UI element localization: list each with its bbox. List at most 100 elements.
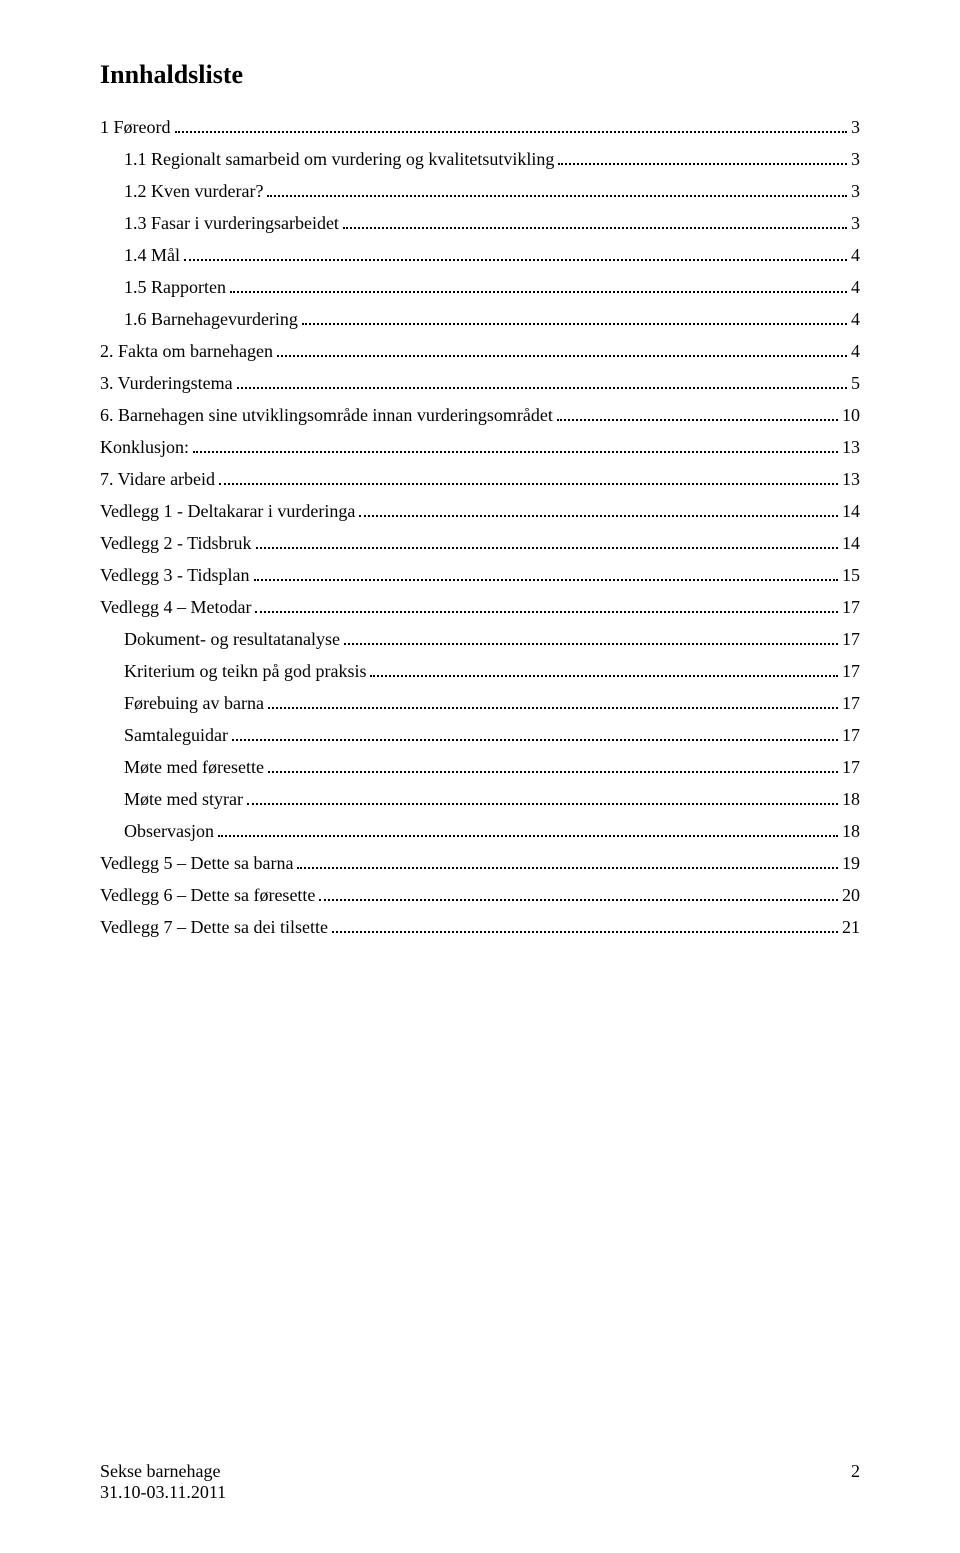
toc-page-number: 13 bbox=[842, 470, 860, 488]
toc-label: Møte med styrar bbox=[124, 790, 243, 808]
toc-leader-dots bbox=[268, 771, 838, 773]
toc-leader-dots bbox=[268, 707, 838, 709]
toc-row: Vedlegg 2 - Tidsbruk14 bbox=[100, 534, 860, 552]
toc-row: 1.6 Barnehagevurdering 4 bbox=[100, 310, 860, 328]
toc-page-number: 4 bbox=[851, 342, 860, 360]
toc-leader-dots bbox=[230, 291, 847, 293]
toc-leader-dots bbox=[218, 835, 838, 837]
toc-row: Vedlegg 6 – Dette sa føresette20 bbox=[100, 886, 860, 904]
toc-page-number: 17 bbox=[842, 758, 860, 776]
toc-label: Vedlegg 3 - Tidsplan bbox=[100, 566, 250, 584]
toc-row: 1.5 Rapporten 4 bbox=[100, 278, 860, 296]
toc-row: 1 Føreord 3 bbox=[100, 118, 860, 136]
toc-leader-dots bbox=[370, 675, 838, 677]
toc-leader-dots bbox=[237, 387, 847, 389]
toc-page-number: 3 bbox=[851, 150, 860, 168]
toc-row: Vedlegg 1 - Deltakarar i vurderinga 14 bbox=[100, 502, 860, 520]
toc-page-number: 4 bbox=[851, 278, 860, 296]
toc-label: 1.5 Rapporten bbox=[124, 278, 226, 296]
footer-page-number: 2 bbox=[851, 1461, 860, 1503]
toc-label: 1.4 Mål bbox=[124, 246, 180, 264]
toc-leader-dots bbox=[232, 739, 838, 741]
toc-row: 7. Vidare arbeid 13 bbox=[100, 470, 860, 488]
toc-row: 1.3 Fasar i vurderingsarbeidet3 bbox=[100, 214, 860, 232]
toc-label: Samtaleguidar bbox=[124, 726, 228, 744]
toc-label: Vedlegg 5 – Dette sa barna bbox=[100, 854, 293, 872]
footer-date: 31.10-03.11.2011 bbox=[100, 1482, 226, 1503]
toc-row: Vedlegg 7 – Dette sa dei tilsette 21 bbox=[100, 918, 860, 936]
toc-leader-dots bbox=[344, 643, 838, 645]
toc-leader-dots bbox=[255, 611, 838, 613]
toc-label: Møte med føresette bbox=[124, 758, 264, 776]
toc-row: Observasjon 18 bbox=[100, 822, 860, 840]
toc-label: 3. Vurderingstema bbox=[100, 374, 233, 392]
toc-row: Kriterium og teikn på god praksis 17 bbox=[100, 662, 860, 680]
table-of-contents: 1 Føreord31.1 Regionalt samarbeid om vur… bbox=[100, 118, 860, 936]
toc-page-number: 20 bbox=[842, 886, 860, 904]
toc-page-number: 17 bbox=[842, 694, 860, 712]
toc-page-number: 3 bbox=[851, 118, 860, 136]
toc-page-number: 21 bbox=[842, 918, 860, 936]
toc-label: Observasjon bbox=[124, 822, 214, 840]
footer-left: Sekse barnehage 31.10-03.11.2011 bbox=[100, 1461, 226, 1503]
toc-page-number: 18 bbox=[842, 822, 860, 840]
toc-label: Vedlegg 4 – Metodar bbox=[100, 598, 251, 616]
toc-page-number: 10 bbox=[842, 406, 860, 424]
toc-row: Samtaleguidar 17 bbox=[100, 726, 860, 744]
toc-leader-dots bbox=[175, 131, 848, 133]
toc-leader-dots bbox=[254, 579, 838, 581]
toc-row: Møte med føresette 17 bbox=[100, 758, 860, 776]
toc-label: Kriterium og teikn på god praksis bbox=[124, 662, 366, 680]
toc-row: 1.2 Kven vurderar? 3 bbox=[100, 182, 860, 200]
page-footer: Sekse barnehage 31.10-03.11.2011 2 bbox=[100, 1461, 860, 1503]
toc-row: Vedlegg 5 – Dette sa barna 19 bbox=[100, 854, 860, 872]
toc-page-number: 15 bbox=[842, 566, 860, 584]
toc-page-number: 18 bbox=[842, 790, 860, 808]
toc-label: 1.6 Barnehagevurdering bbox=[124, 310, 298, 328]
toc-page-number: 17 bbox=[842, 726, 860, 744]
toc-leader-dots bbox=[319, 899, 838, 901]
toc-row: Konklusjon:13 bbox=[100, 438, 860, 456]
toc-row: 1.1 Regionalt samarbeid om vurdering og … bbox=[100, 150, 860, 168]
toc-leader-dots bbox=[343, 227, 847, 229]
toc-row: Møte med styrar 18 bbox=[100, 790, 860, 808]
toc-label: 1.3 Fasar i vurderingsarbeidet bbox=[124, 214, 339, 232]
toc-leader-dots bbox=[267, 195, 847, 197]
toc-row: 2. Fakta om barnehagen 4 bbox=[100, 342, 860, 360]
toc-leader-dots bbox=[184, 259, 847, 261]
toc-page-number: 3 bbox=[851, 182, 860, 200]
toc-label: 7. Vidare arbeid bbox=[100, 470, 215, 488]
toc-page-number: 17 bbox=[842, 598, 860, 616]
toc-label: 1.2 Kven vurderar? bbox=[124, 182, 263, 200]
toc-leader-dots bbox=[193, 451, 838, 453]
toc-page-number: 17 bbox=[842, 630, 860, 648]
toc-label: Konklusjon: bbox=[100, 438, 189, 456]
toc-row: Vedlegg 3 - Tidsplan 15 bbox=[100, 566, 860, 584]
toc-page-number: 14 bbox=[842, 502, 860, 520]
toc-leader-dots bbox=[256, 547, 838, 549]
toc-leader-dots bbox=[558, 163, 847, 165]
toc-row: 3. Vurderingstema5 bbox=[100, 374, 860, 392]
toc-page-number: 4 bbox=[851, 246, 860, 264]
toc-leader-dots bbox=[247, 803, 838, 805]
toc-leader-dots bbox=[359, 515, 838, 517]
toc-leader-dots bbox=[557, 419, 838, 421]
toc-page-number: 19 bbox=[842, 854, 860, 872]
toc-leader-dots bbox=[332, 931, 838, 933]
toc-page-number: 14 bbox=[842, 534, 860, 552]
toc-leader-dots bbox=[297, 867, 838, 869]
toc-label: 1 Føreord bbox=[100, 118, 171, 136]
page-title: Innhaldsliste bbox=[100, 60, 860, 90]
toc-label: Vedlegg 7 – Dette sa dei tilsette bbox=[100, 918, 328, 936]
toc-page-number: 17 bbox=[842, 662, 860, 680]
document-page: Innhaldsliste 1 Føreord31.1 Regionalt sa… bbox=[0, 0, 960, 1553]
toc-row: 1.4 Mål 4 bbox=[100, 246, 860, 264]
toc-leader-dots bbox=[219, 483, 838, 485]
toc-label: 2. Fakta om barnehagen bbox=[100, 342, 273, 360]
toc-leader-dots bbox=[302, 323, 847, 325]
toc-page-number: 4 bbox=[851, 310, 860, 328]
toc-row: Dokument- og resultatanalyse17 bbox=[100, 630, 860, 648]
toc-label: Førebuing av barna bbox=[124, 694, 264, 712]
toc-label: Vedlegg 1 - Deltakarar i vurderinga bbox=[100, 502, 355, 520]
toc-label: 6. Barnehagen sine utviklingsområde inna… bbox=[100, 406, 553, 424]
